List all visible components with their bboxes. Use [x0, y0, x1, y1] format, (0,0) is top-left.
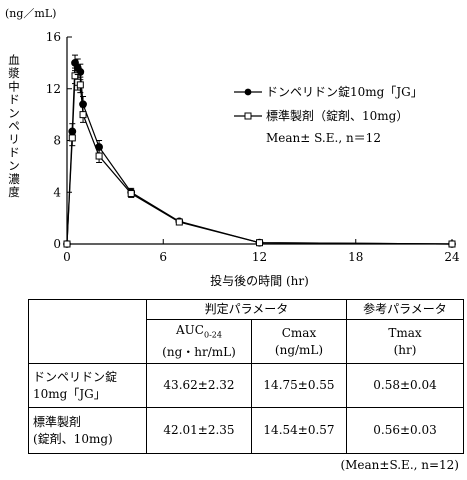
- row-name-line1: 標準製剤: [33, 414, 82, 429]
- data-point: [68, 134, 76, 142]
- y-axis-label-text: 血漿中ドンペリドン濃度: [8, 53, 20, 199]
- y-axis-label-char: ド: [8, 93, 20, 107]
- row-name-reference: 標準製剤 (錠剤、10mg): [28, 407, 147, 454]
- tmax-value: 0.56±0.03: [346, 407, 464, 454]
- auc-value: 42.01±2.35: [146, 407, 252, 454]
- cmax-value: 14.54±0.57: [251, 407, 347, 454]
- legend-marker-square: [244, 112, 252, 120]
- y-tick-label: 16: [46, 30, 61, 44]
- x-tick-label: 12: [252, 250, 267, 264]
- data-point: [95, 152, 103, 160]
- judgement-header: 判定パラメータ: [146, 299, 347, 320]
- y-axis-label-char: ン: [8, 106, 20, 120]
- cmax-value: 14.75±0.55: [251, 363, 347, 408]
- y-axis-label-char: ペ: [8, 119, 20, 133]
- y-tick-label: 4: [53, 185, 61, 199]
- x-axis-label: 投与後の時間 (hr): [210, 273, 309, 288]
- cmax-label: Cmax: [281, 325, 317, 340]
- legend-entry-reference: 標準製剤（錠剤、10mg）: [266, 108, 408, 123]
- data-point: [256, 239, 263, 247]
- reference-header: 参考パラメータ: [346, 299, 464, 320]
- cmax-header: Cmax (ng/mL): [251, 319, 347, 364]
- data-point: [76, 81, 84, 89]
- row-name-line2: (錠剤、10mg): [33, 431, 113, 446]
- auc-subscript: 0-24: [203, 330, 222, 340]
- y-axis-label-char: 濃: [8, 172, 20, 186]
- chart-legend: ドンペリドン錠10mg「JG」標準製剤（錠剤、10mg） Mean± S.E., …: [234, 84, 423, 145]
- y-axis-label-char: リ: [8, 132, 20, 146]
- cmax-unit: (ng/mL): [274, 342, 324, 357]
- table-footnote: (Mean±S.E., n=12): [340, 458, 459, 472]
- y-unit-label: (ng／mL): [5, 7, 56, 20]
- row-name-line2: 10mg「JG」: [33, 386, 106, 401]
- data-point: [63, 240, 71, 248]
- data-point: [79, 111, 87, 119]
- x-tick-label: 24: [444, 250, 460, 264]
- row-name-line1: ドンペリドン錠: [33, 369, 118, 384]
- data-point: [175, 218, 183, 226]
- data-point: [448, 240, 456, 248]
- y-axis-label-char: 度: [8, 185, 20, 199]
- legend-marker-circle: [244, 88, 252, 96]
- data-point: [76, 68, 85, 76]
- series-layer: [63, 54, 456, 248]
- tmax-unit: (hr): [393, 342, 417, 357]
- auc-header: AUC0-24 (ng・hr/mL): [146, 319, 252, 364]
- x-tick-label: 6: [159, 250, 167, 264]
- tmax-header: Tmax (hr): [346, 319, 464, 364]
- auc-unit: (ng・hr/mL): [162, 344, 236, 359]
- y-axis-label-char: ド: [8, 145, 20, 159]
- y-axis-label-char: 血: [8, 53, 20, 67]
- series-line: [66, 75, 453, 245]
- y-tick-label: 12: [46, 82, 61, 96]
- x-tick-label: 0: [63, 250, 71, 264]
- tmax-label: Tmax: [388, 325, 422, 340]
- chart-axes: 0 4 8 12 16 0 6 12 18 24 (ng／mL) 投与後の時間 (hr): [5, 7, 460, 288]
- y-axis-label: 血漿中ドンペリドン濃度: [8, 53, 20, 199]
- table-row: 標準製剤 (錠剤、10mg) 42.01±2.35 14.54±0.57 0.5…: [28, 407, 464, 454]
- x-tick-label: 18: [348, 250, 363, 264]
- auc-label: AUC: [176, 323, 204, 338]
- parameter-table: 判定パラメータ 参考パラメータ AUC0-24 (ng・hr/mL) Cmax …: [28, 299, 464, 454]
- y-axis-label-char: 漿: [8, 66, 20, 80]
- auc-value: 43.62±2.32: [146, 363, 252, 408]
- table-row: ドンペリドン錠 10mg「JG」 43.62±2.32 14.75±0.55 0…: [28, 363, 464, 408]
- tmax-value: 0.58±0.04: [346, 363, 464, 408]
- data-point: [127, 190, 135, 198]
- y-tick-label: 8: [53, 134, 61, 148]
- y-tick-label: 0: [53, 237, 61, 251]
- legend-entry-test: ドンペリドン錠10mg「JG」: [266, 84, 423, 99]
- y-axis-label-char: ン: [8, 159, 20, 173]
- y-axis-label-char: 中: [8, 79, 20, 93]
- row-name-test: ドンペリドン錠 10mg「JG」: [28, 363, 147, 408]
- legend-note: Mean± S.E., n＝12: [266, 131, 381, 145]
- data-point: [71, 72, 79, 80]
- table-corner-cell: [28, 299, 147, 364]
